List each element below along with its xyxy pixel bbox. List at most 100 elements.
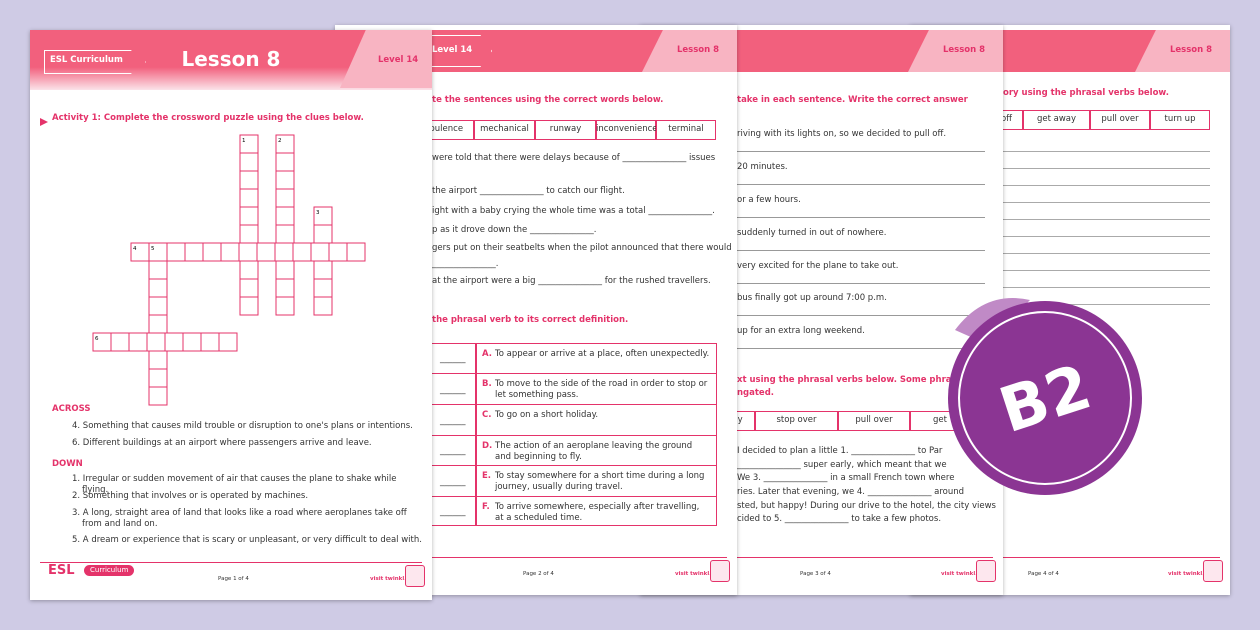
paragraph-line: cided to 5. _______________ to take a fe… bbox=[737, 514, 942, 524]
answer-line bbox=[737, 348, 985, 349]
clue-number: 4 bbox=[133, 246, 137, 252]
sentence: p as it drove down the _______________. bbox=[432, 225, 597, 235]
writing-line bbox=[1003, 202, 1210, 203]
curriculum-pill: Curriculum bbox=[84, 565, 135, 576]
definition: To go on a short holiday. bbox=[495, 410, 599, 420]
word-bank-word: mechanical bbox=[480, 124, 529, 134]
crossword-cell bbox=[313, 296, 333, 316]
answer-line bbox=[737, 151, 985, 152]
level-label: Level 14 bbox=[432, 45, 473, 55]
word-bank-word: get away bbox=[1036, 114, 1077, 124]
definition-letter: B. bbox=[482, 379, 492, 389]
answer-blank: ______ bbox=[440, 384, 466, 395]
cell bbox=[476, 496, 717, 526]
definition: To appear or arrive at a place, often un… bbox=[495, 349, 710, 359]
site: visit twinkl.com bbox=[1168, 571, 1218, 577]
clue: 4. Something that causes mild trouble or… bbox=[72, 421, 413, 431]
twinkl-logo bbox=[405, 565, 425, 587]
clue-number: 2 bbox=[278, 138, 282, 144]
writing-line bbox=[1003, 236, 1210, 237]
sentence: up for an extra long weekend. bbox=[737, 326, 865, 336]
word-bank-word: inconvenience bbox=[596, 124, 658, 134]
footer-rule bbox=[40, 562, 422, 563]
clue: 5. A dream or experience that is scary o… bbox=[72, 535, 422, 545]
activity-title: the phrasal verb to its correct definiti… bbox=[432, 315, 629, 325]
word-bank-word: terminal bbox=[668, 124, 704, 134]
clue: 1. Irregular or sudden movement of air t… bbox=[72, 474, 397, 495]
page-number: Page 2 of 4 bbox=[523, 571, 554, 577]
activity-title: xt using the phrasal verbs below. Some p… bbox=[737, 375, 966, 385]
brand: ESL bbox=[48, 563, 75, 578]
sentence: gers put on their seatbelts when the pil… bbox=[432, 243, 732, 253]
cell bbox=[1023, 110, 1090, 130]
clue-number: 1 bbox=[242, 138, 246, 144]
answer-line bbox=[737, 315, 985, 316]
lesson-label: Lesson 8 bbox=[1170, 45, 1213, 55]
clue-number: 6 bbox=[95, 336, 99, 342]
crossword-cell bbox=[148, 386, 168, 406]
writing-line bbox=[1003, 253, 1210, 254]
twinkl-logo bbox=[710, 560, 730, 582]
crossword-cell bbox=[218, 332, 238, 352]
sentence: the airport _______________ to catch our… bbox=[432, 186, 625, 196]
sentence: riving with its lights on, so we decided… bbox=[737, 129, 947, 139]
paragraph-line: I decided to plan a little 1. __________… bbox=[737, 446, 943, 456]
cell bbox=[838, 411, 910, 431]
writing-line bbox=[1003, 287, 1210, 288]
crossword-cell bbox=[275, 296, 295, 316]
footer-rule bbox=[920, 557, 1220, 558]
clue-number: 5 bbox=[151, 246, 155, 252]
word-bank-word: pull over bbox=[855, 415, 893, 425]
definition-letter: A. bbox=[482, 349, 492, 359]
definition-letter: E. bbox=[482, 471, 492, 481]
word-bank-word: get bbox=[933, 415, 947, 425]
cell bbox=[1150, 110, 1210, 130]
sentence: very excited for the plane to take out. bbox=[737, 261, 899, 271]
word-bank-word: off bbox=[1000, 114, 1013, 124]
paragraph-line: ries. Later that evening, we 4. ________… bbox=[737, 487, 965, 497]
lesson-title: Lesson 8 bbox=[181, 47, 281, 71]
answer-blank: ______ bbox=[440, 415, 466, 426]
answer-blank: ______ bbox=[440, 506, 466, 517]
answer-blank: ______ bbox=[440, 354, 466, 364]
sentence: _______________. bbox=[432, 259, 499, 269]
writing-line bbox=[1003, 151, 1210, 152]
cell bbox=[1090, 110, 1150, 130]
badge-ring bbox=[958, 311, 1132, 485]
arrow bbox=[40, 118, 48, 126]
clue-number: 3 bbox=[316, 210, 320, 216]
answer-blank: ______ bbox=[440, 476, 466, 487]
lesson-label: Lesson 8 bbox=[943, 45, 986, 55]
word-bank-word: rbulence bbox=[425, 124, 464, 134]
page-1: 1 2 3 4 5 6 ESL Curriculum Lesson 8 Level 14 Act… bbox=[30, 30, 432, 600]
sentence: at the airport were a big ______________… bbox=[432, 276, 711, 286]
answer-line bbox=[737, 184, 985, 185]
footer-rule bbox=[650, 557, 993, 558]
word-bank-word: ay bbox=[732, 415, 743, 425]
page-number: Page 3 of 4 bbox=[800, 571, 831, 577]
curriculum-tag bbox=[44, 50, 146, 74]
sentence: were told that there were delays because… bbox=[432, 153, 716, 163]
paragraph-line: We 3. _______________ in a small French … bbox=[737, 473, 955, 483]
site: visit twinkl.com bbox=[941, 571, 991, 577]
word-bank-word: runway bbox=[549, 124, 582, 134]
clue-heading: ACROSS bbox=[52, 404, 91, 414]
instruction: te the sentences using the correct words… bbox=[432, 95, 664, 105]
word-bank-word: pull over bbox=[1101, 114, 1139, 124]
clue: 3. A long, straight area of land that lo… bbox=[72, 508, 407, 529]
crossword-cell bbox=[239, 296, 259, 316]
twinkl-logo bbox=[1203, 560, 1223, 582]
writing-line bbox=[1003, 270, 1210, 271]
sentence: suddenly turned in out of nowhere. bbox=[737, 228, 887, 238]
answer-blank: ______ bbox=[440, 446, 466, 456]
clue: 6. Different buildings at an airport whe… bbox=[72, 438, 372, 448]
instruction: take in each sentence. Write the correct… bbox=[737, 95, 968, 105]
cell bbox=[755, 411, 838, 431]
sentence: 20 minutes. bbox=[737, 162, 788, 172]
definition: To stay somewhere for a short time durin… bbox=[495, 471, 705, 492]
crossword: 1 2 3 4 5 6 bbox=[92, 134, 366, 406]
activity-title: Activity 1: Complete the crossword puzzl… bbox=[52, 113, 364, 123]
instruction: ory using the phrasal verbs below. bbox=[1003, 88, 1169, 98]
crossword-cell bbox=[346, 242, 366, 262]
